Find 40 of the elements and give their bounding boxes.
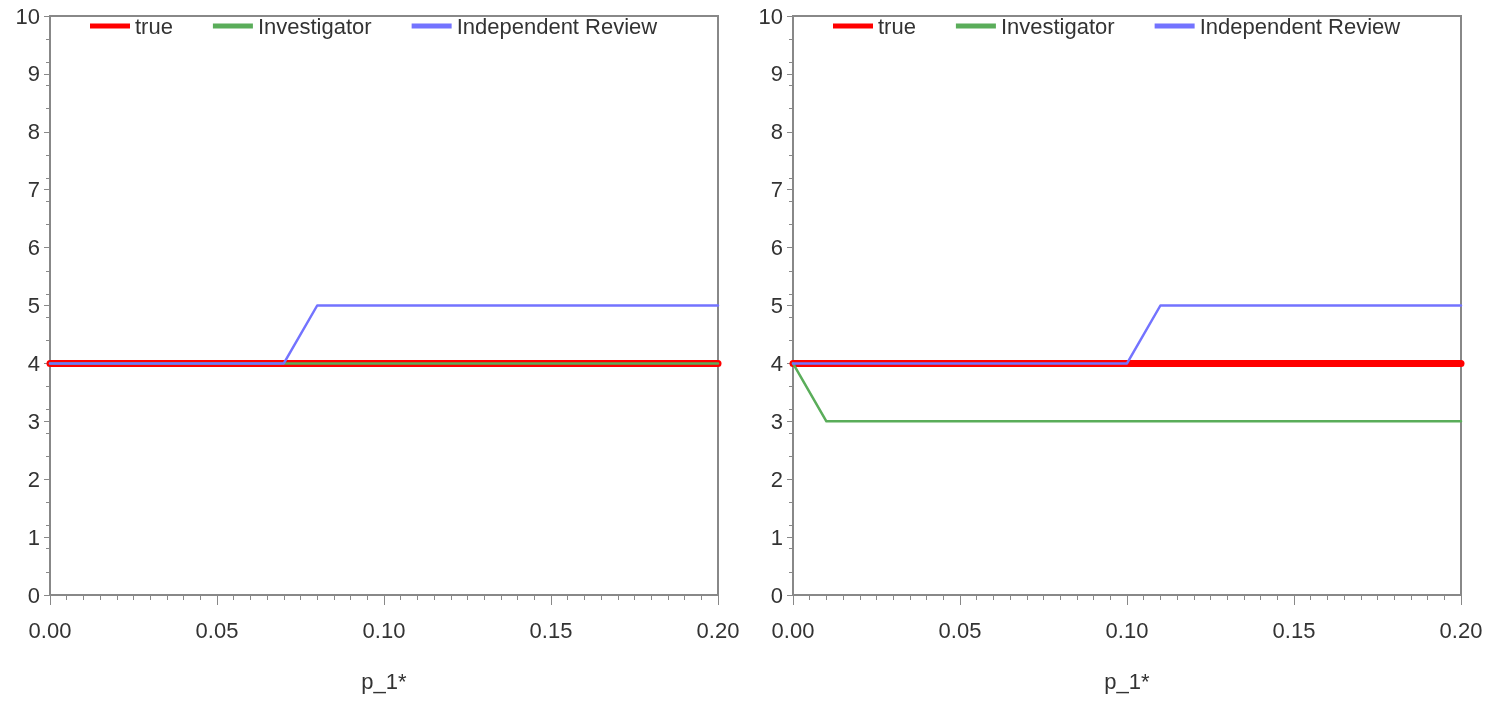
x-axis-title: p_1* bbox=[361, 668, 408, 694]
y-tick-label: 5 bbox=[27, 293, 40, 318]
y-tick-label: 2 bbox=[27, 466, 40, 492]
x-axis-title: p_1* bbox=[1104, 668, 1151, 694]
x-tick-label: 0.05 bbox=[938, 617, 982, 643]
y-tick-label: 0 bbox=[770, 582, 783, 608]
y-tick-label: 1 bbox=[27, 524, 40, 550]
legend-label: true bbox=[135, 13, 173, 39]
y-tick-label: 5 bbox=[770, 293, 783, 318]
y-tick-label: 4 bbox=[27, 350, 40, 376]
x-tick-label: 0.05 bbox=[195, 617, 239, 643]
y-tick-label: 0 bbox=[27, 582, 40, 608]
x-tick-label: 0.10 bbox=[362, 617, 406, 643]
y-tick-label: 10 bbox=[15, 3, 40, 29]
y-tick-label: 6 bbox=[770, 235, 783, 261]
x-tick-label: 0.15 bbox=[1272, 617, 1316, 643]
x-tick-label: 0.00 bbox=[28, 617, 72, 643]
y-tick-label: 7 bbox=[27, 177, 40, 203]
legend-label: Independent Review bbox=[456, 13, 658, 39]
y-tick-label: 9 bbox=[770, 61, 783, 87]
y-tick-label: 6 bbox=[27, 235, 40, 261]
y-tick-label: 9 bbox=[27, 61, 40, 87]
x-tick-label: 0.15 bbox=[529, 617, 573, 643]
legend-label: Investigator bbox=[257, 13, 372, 39]
x-tick-label: 0.10 bbox=[1105, 617, 1149, 643]
y-tick-label: 3 bbox=[770, 408, 783, 434]
x-tick-label: 0.20 bbox=[1439, 617, 1483, 643]
x-tick-label: 0.20 bbox=[696, 617, 740, 643]
y-tick-label: 10 bbox=[758, 3, 783, 29]
y-tick-label: 3 bbox=[27, 408, 40, 434]
x-tick-label: 0.00 bbox=[771, 617, 815, 643]
y-tick-label: 1 bbox=[770, 524, 783, 550]
y-tick-label: 7 bbox=[770, 177, 783, 203]
legend-label: Independent Review bbox=[1199, 13, 1401, 39]
y-tick-label: 4 bbox=[770, 350, 783, 376]
legend-label: Investigator bbox=[1000, 13, 1115, 39]
y-tick-label: 8 bbox=[770, 119, 783, 145]
legend-label: true bbox=[878, 13, 916, 39]
y-tick-label: 8 bbox=[27, 119, 40, 145]
y-tick-label: 2 bbox=[770, 466, 783, 492]
